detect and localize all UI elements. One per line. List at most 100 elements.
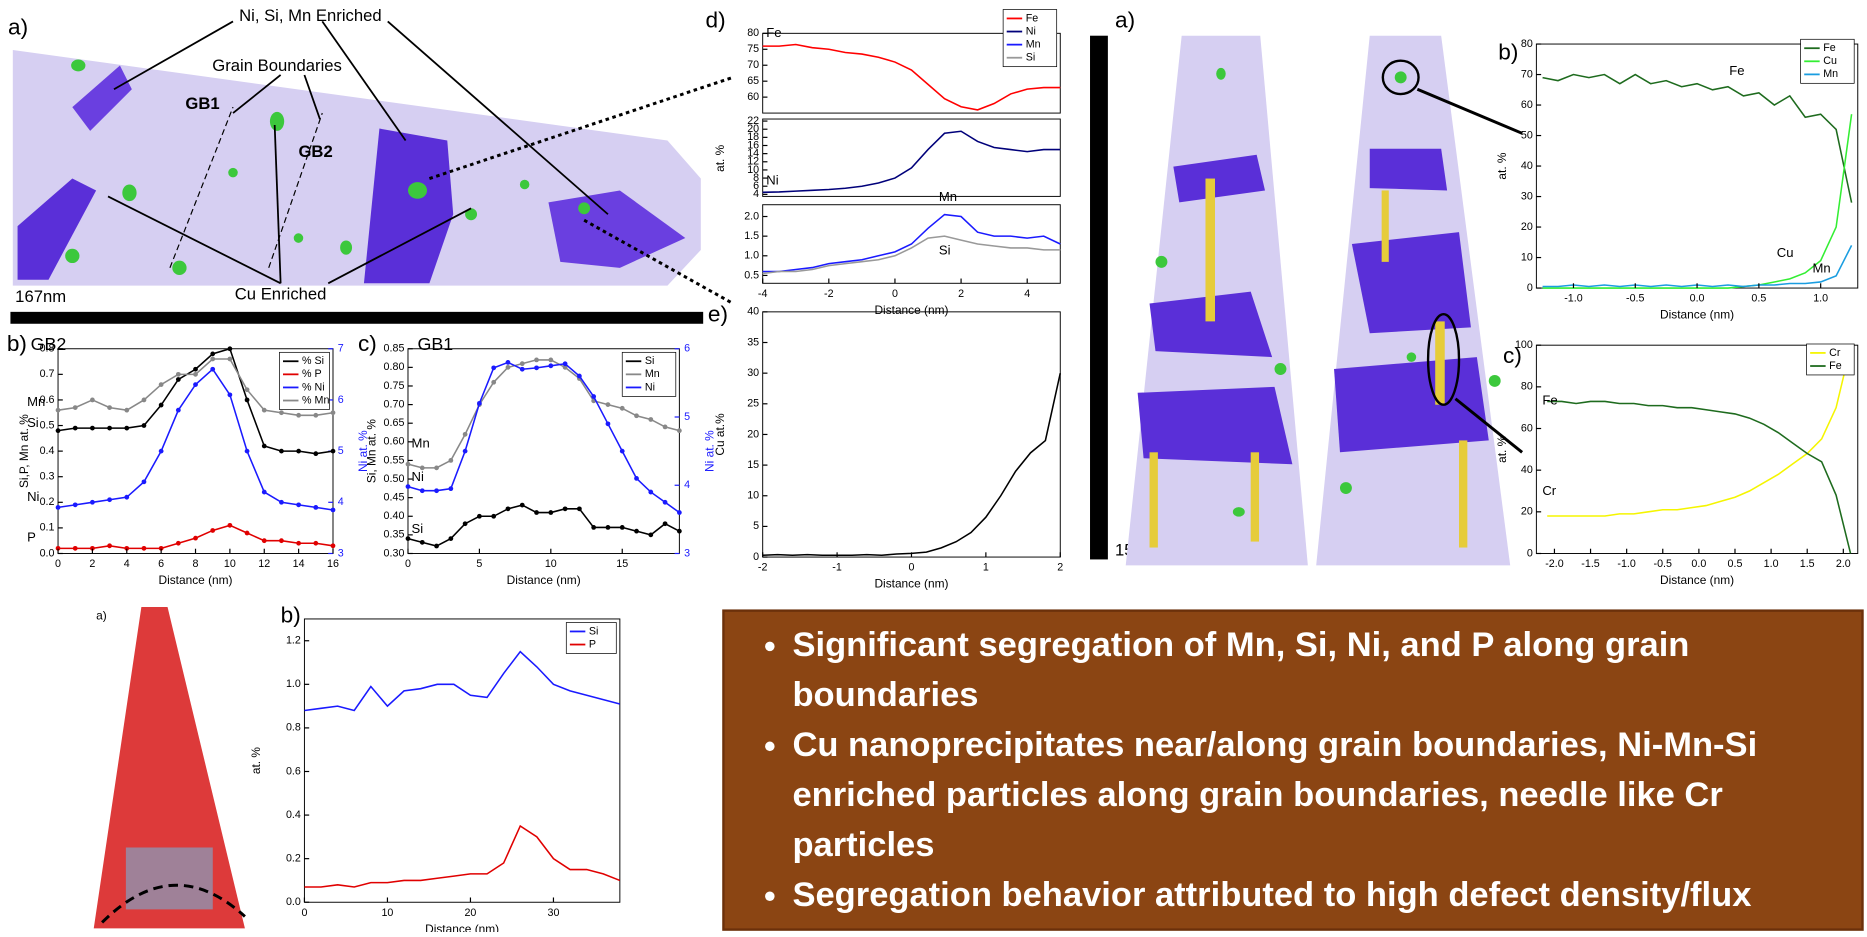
apt-reconstruction: a) 150 nm [1090,7,1524,566]
grain-boundary [169,106,234,269]
data-point [462,448,468,454]
data-point [662,499,668,505]
ni-si-mn-particle [17,178,97,280]
data-point [330,410,336,416]
data-point [158,545,164,551]
x-tick-label: -1 [832,562,842,574]
panel-label: c) [1503,343,1522,368]
x-tick-label: 10 [545,558,557,570]
data-point [210,528,216,533]
data-point [279,538,284,544]
y-tick-label: 18 [747,131,759,143]
x-axis-label: Distance (nm) [874,303,948,317]
ni-si-mn-particles [1137,148,1489,465]
data-point [330,448,336,454]
x-axis-label: Distance (nm) [874,577,948,591]
y-axis-label: at. % [249,747,263,775]
data-point [55,505,61,510]
annotation: GB1 [185,94,219,113]
x-tick-label: 30 [547,907,559,919]
data-point [562,364,568,370]
scale-bar [1090,35,1108,560]
y2-axis-label: Ni at. % [702,430,716,472]
cu-particles [1155,67,1501,517]
legend-label: Mn [1823,68,1838,80]
data-point [141,545,147,551]
x-tick-label: 15 [616,558,628,570]
data-point [548,363,554,369]
x-tick-label: 10 [224,558,236,570]
data-point [448,458,454,463]
x-tick-label: 20 [464,907,476,919]
annotation: Si [939,243,951,258]
y-tick-label: 5 [753,520,759,532]
legend-label: Ni [645,381,655,393]
y2-tick-label: 6 [338,394,344,406]
data-point [141,397,147,403]
y-tick-label: 70 [1521,68,1533,80]
data-point [210,351,216,357]
cr-needles [1149,178,1468,548]
data-point [296,448,302,454]
y-tick-label: 16 [747,139,759,151]
summary: Significant segregation of Mn, Si, Ni, a… [723,611,1862,930]
annotation: Cr [1542,483,1556,498]
boundary-trace [101,883,246,924]
y-tick-label: 0 [1527,282,1533,294]
series-line [762,130,1061,194]
data-point [279,410,284,416]
y-axis-label: at. % [1495,435,1509,463]
legend-label: Ni [1026,25,1036,37]
annotation: Mn [939,189,957,204]
data-point [210,356,216,362]
x-tick-label: 1 [983,562,989,574]
x-tick-label: 2.0 [1836,558,1851,570]
data-point [519,502,525,508]
y-tick-label: 4 [753,188,759,200]
data-point [534,510,539,515]
data-point [477,513,482,519]
x-axis-label: Distance (nm) [425,922,499,932]
data-point [261,443,267,449]
atom-cloud [12,49,701,286]
data-point [519,366,525,372]
x-tick-label: 16 [327,558,339,570]
x-tick-label: -1.0 [1564,293,1582,305]
data-point [141,479,147,485]
x-tick-label: 0 [892,288,898,300]
data-point [210,366,216,372]
y-tick-label: 0.85 [384,343,405,355]
data-point [619,525,625,530]
legend-label: Cu [1823,55,1837,67]
panel-label: a) [96,609,107,623]
data-point [405,484,411,489]
y-tick-label: 40 [1521,464,1533,476]
y2-tick-label: 7 [338,343,344,355]
x-tick-label: 1.5 [1800,558,1815,570]
x-tick-label: 0 [301,907,307,919]
y-tick-label: 70 [747,59,759,71]
x-tick-label: -2 [758,562,768,574]
data-point [634,413,639,419]
data-point [193,371,198,377]
y2-tick-label: 4 [338,496,344,508]
chart-title: GB1 [418,334,454,354]
data-point [534,365,539,371]
data-point [279,499,284,505]
data-point [405,461,411,467]
data-point [107,405,112,410]
y-tick-label: 10 [1521,251,1533,263]
data-point [591,525,597,530]
y-tick-label: 20 [1521,506,1533,518]
data-point [330,507,336,513]
annotation: Mn [27,394,45,409]
ni-si-mn-particle [72,65,132,131]
data-point [296,412,302,418]
series-line [304,824,621,888]
legend-label: Fe [1823,42,1836,54]
y-tick-label: 14 [747,147,759,159]
data-point [434,488,439,494]
data-point [462,521,468,527]
annotation: Fe [1729,63,1744,78]
data-point [591,394,597,399]
